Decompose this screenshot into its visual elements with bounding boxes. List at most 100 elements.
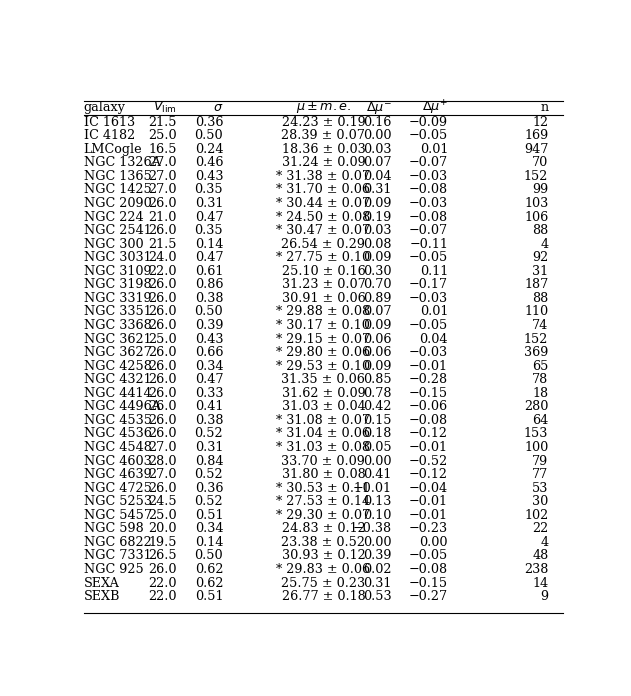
Text: 0.70: 0.70 [363,278,392,292]
Text: 21.5: 21.5 [148,237,177,251]
Text: −0.08: −0.08 [409,184,448,196]
Text: 0.04: 0.04 [420,333,448,345]
Text: SEXB: SEXB [84,590,120,603]
Text: 99: 99 [532,184,548,196]
Text: 0.52: 0.52 [194,496,223,508]
Text: 103: 103 [524,197,548,210]
Text: 25.0: 25.0 [148,129,177,142]
Text: 24.0: 24.0 [148,251,177,264]
Text: 0.01: 0.01 [420,306,448,319]
Text: 0.11: 0.11 [420,264,448,278]
Text: 30.91 ± 0.06: 30.91 ± 0.06 [281,292,365,305]
Text: −0.03: −0.03 [409,197,448,210]
Text: NGC 4258: NGC 4258 [84,360,151,372]
Text: 26.0: 26.0 [148,400,177,413]
Text: 22: 22 [532,523,548,535]
Text: 0.34: 0.34 [194,523,223,535]
Text: −0.15: −0.15 [409,387,448,400]
Text: −0.03: −0.03 [409,346,448,359]
Text: 0.04: 0.04 [363,170,392,183]
Text: * 31.04 ± 0.06: * 31.04 ± 0.06 [276,427,370,441]
Text: −0.52: −0.52 [409,454,448,468]
Text: 26.0: 26.0 [148,346,177,359]
Text: NGC 3198: NGC 3198 [84,278,151,292]
Text: * 29.15 ± 0.07: * 29.15 ± 0.07 [276,333,370,345]
Text: −0.01: −0.01 [409,360,448,372]
Text: 238: 238 [524,563,548,576]
Text: 0.02: 0.02 [363,563,392,576]
Text: 14: 14 [532,576,548,590]
Text: 0.16: 0.16 [363,116,392,129]
Text: 18.36 ± 0.03: 18.36 ± 0.03 [281,143,365,156]
Text: 24.83 ± 0.12: 24.83 ± 0.12 [281,523,365,535]
Text: −0.05: −0.05 [409,129,448,142]
Text: 26.77 ± 0.18: 26.77 ± 0.18 [281,590,365,603]
Text: 152: 152 [524,333,548,345]
Text: −0.07: −0.07 [409,224,448,237]
Text: −0.08: −0.08 [409,563,448,576]
Text: $\Delta\mu^{+}$: $\Delta\mu^{+}$ [422,99,448,117]
Text: 21.0: 21.0 [148,210,177,223]
Text: 25.75 ± 0.23: 25.75 ± 0.23 [281,576,365,590]
Text: 0.01: 0.01 [420,143,448,156]
Text: $\Delta\mu^{-}$: $\Delta\mu^{-}$ [366,100,392,116]
Text: 19.5: 19.5 [148,536,177,549]
Text: 25.0: 25.0 [148,333,177,345]
Text: 0.31: 0.31 [363,576,392,590]
Text: n: n [540,101,548,114]
Text: 0.05: 0.05 [363,441,392,454]
Text: 31: 31 [532,264,548,278]
Text: 0.84: 0.84 [194,454,223,468]
Text: 110: 110 [524,306,548,319]
Text: −0.05: −0.05 [409,319,448,332]
Text: 0.43: 0.43 [194,333,223,345]
Text: 0.47: 0.47 [194,251,223,264]
Text: −0.09: −0.09 [409,116,448,129]
Text: NGC 598: NGC 598 [84,523,143,535]
Text: 0.09: 0.09 [363,360,392,372]
Text: 33.70 ± 0.09: 33.70 ± 0.09 [281,454,365,468]
Text: 0.31: 0.31 [363,184,392,196]
Text: 0.61: 0.61 [195,264,223,278]
Text: 16.5: 16.5 [148,143,177,156]
Text: −0.28: −0.28 [409,373,448,386]
Text: 26.0: 26.0 [148,197,177,210]
Text: NGC 4725: NGC 4725 [84,482,151,495]
Text: 27.0: 27.0 [148,157,177,169]
Text: 0.31: 0.31 [195,197,223,210]
Text: 27.0: 27.0 [148,184,177,196]
Text: 79: 79 [532,454,548,468]
Text: 0.43: 0.43 [194,170,223,183]
Text: 0.13: 0.13 [363,496,392,508]
Text: 0.06: 0.06 [363,346,392,359]
Text: 25.10 ± 0.16: 25.10 ± 0.16 [281,264,365,278]
Text: −0.01: −0.01 [409,441,448,454]
Text: 0.78: 0.78 [363,387,392,400]
Text: 4: 4 [540,536,548,549]
Text: 0.62: 0.62 [194,563,223,576]
Text: 26.0: 26.0 [148,387,177,400]
Text: 70: 70 [532,157,548,169]
Text: −0.07: −0.07 [409,157,448,169]
Text: 187: 187 [524,278,548,292]
Text: 0.39: 0.39 [363,549,392,562]
Text: 31.80 ± 0.08: 31.80 ± 0.08 [281,468,365,481]
Text: 65: 65 [532,360,548,372]
Text: NGC 3031: NGC 3031 [84,251,151,264]
Text: −0.01: −0.01 [409,509,448,522]
Text: 53: 53 [532,482,548,495]
Text: 106: 106 [524,210,548,223]
Text: NGC 4535: NGC 4535 [84,414,152,427]
Text: 48: 48 [532,549,548,562]
Text: IC 4182: IC 4182 [84,129,135,142]
Text: −0.05: −0.05 [409,251,448,264]
Text: 0.14: 0.14 [195,237,223,251]
Text: NGC 300: NGC 300 [84,237,143,251]
Text: NGC 1425: NGC 1425 [84,184,151,196]
Text: 0.46: 0.46 [194,157,223,169]
Text: 0.53: 0.53 [363,590,392,603]
Text: * 29.53 ± 0.10: * 29.53 ± 0.10 [276,360,370,372]
Text: 0.03: 0.03 [363,224,392,237]
Text: SEXA: SEXA [84,576,120,590]
Text: −0.08: −0.08 [409,414,448,427]
